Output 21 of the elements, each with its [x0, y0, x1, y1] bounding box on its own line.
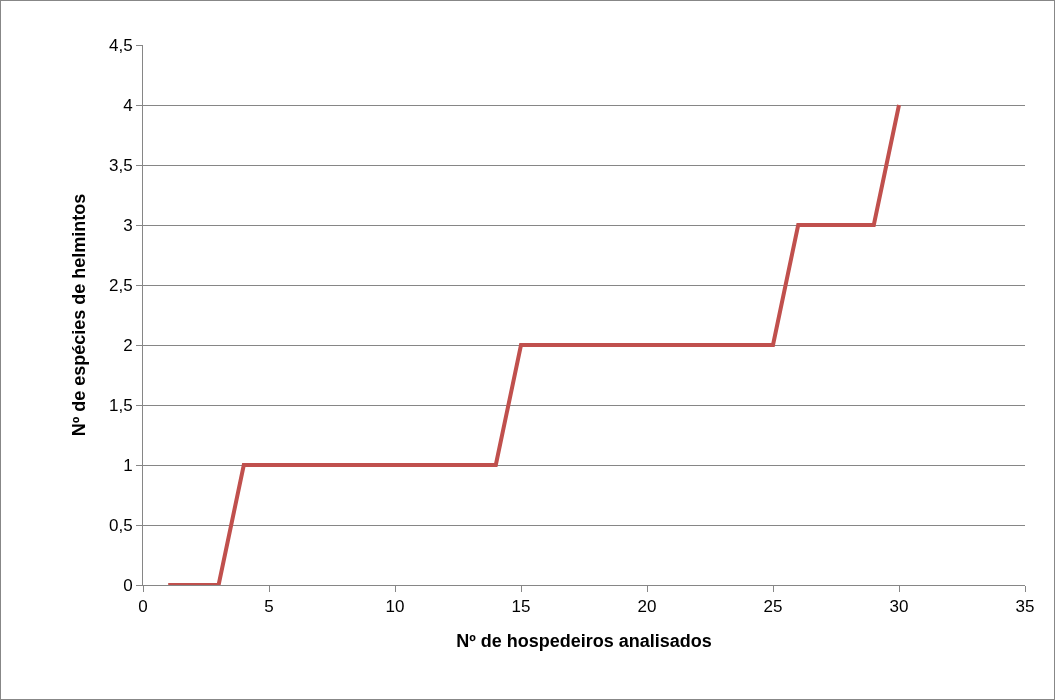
x-axis-title: Nº de hospedeiros analisados: [456, 630, 712, 651]
x-tick-label: 10: [385, 597, 405, 617]
x-tick-label: 35: [1015, 597, 1035, 617]
x-tick-label: 20: [637, 597, 657, 617]
y-tick-label: 1,5: [108, 395, 133, 415]
y-tick-label: 0,5: [108, 515, 133, 535]
x-tick-label: 5: [264, 597, 274, 617]
y-tick-label: 0: [123, 575, 133, 595]
line-series: [166, 103, 901, 585]
y-tick-label: 3: [123, 215, 133, 235]
x-tick-label: 25: [763, 597, 783, 617]
x-tick-label: 0: [138, 597, 148, 617]
y-tick-label: 4,5: [108, 35, 133, 55]
y-axis-title: Nº de espécies de helmintos: [69, 193, 90, 437]
x-tick-label: 30: [889, 597, 909, 617]
y-tick-label: 2,5: [108, 275, 133, 295]
y-tick-label: 2: [123, 335, 133, 355]
y-tick-label: 3,5: [108, 155, 133, 175]
y-tick-label: 4: [123, 95, 133, 115]
x-tick-label: 15: [511, 597, 531, 617]
y-tick-label: 1: [123, 455, 133, 475]
